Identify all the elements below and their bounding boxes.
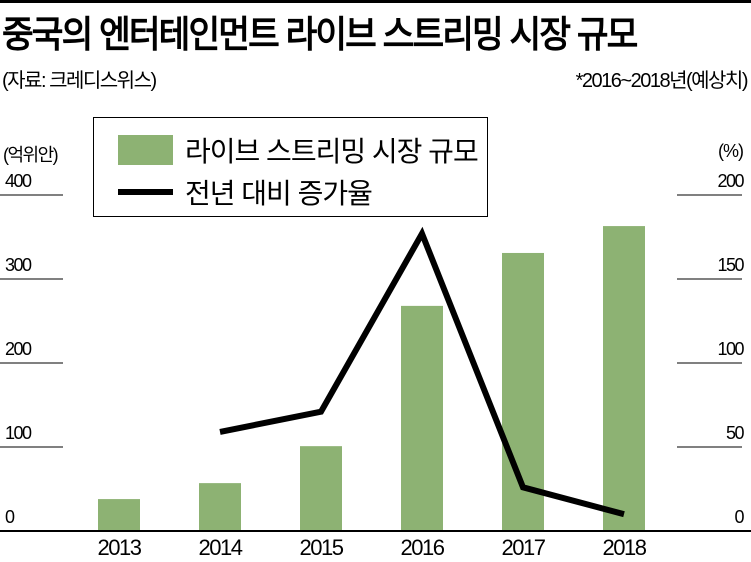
source-note: (자료: 크레디스위스)	[2, 70, 157, 92]
legend-item-bar: 라이브 스트리밍 시장 규모	[118, 130, 479, 170]
bar-series	[98, 226, 645, 531]
left-tick-label: 0	[5, 507, 15, 527]
bar-2015	[300, 446, 342, 531]
line-swatch-icon	[118, 189, 173, 195]
legend-item-line: 전년 대비 증가율	[118, 172, 373, 212]
x-tick-label: 2016	[400, 535, 445, 560]
bar-2016	[401, 305, 443, 531]
bar-swatch-icon	[118, 135, 173, 165]
left-axis-unit: (억위안)	[3, 145, 59, 165]
right-tick-label: 150	[717, 255, 744, 275]
bar-2018	[603, 226, 645, 531]
right-gridline-stubs	[677, 194, 742, 448]
x-tick-label: 2018	[602, 535, 647, 560]
left-gridline-stubs	[0, 194, 63, 448]
left-tick-label: 400	[5, 171, 32, 191]
bar-2014	[199, 483, 241, 531]
x-tick-label: 2017	[501, 535, 546, 560]
legend-label: 라이브 스트리밍 시장 규모	[185, 136, 479, 167]
left-tick-label: 300	[5, 255, 32, 275]
chart-title: 중국의 엔터테인먼트 라이브 스트리밍 시장 규모	[2, 14, 638, 55]
right-tick-label: 50	[725, 423, 745, 443]
left-tick-label: 100	[5, 423, 32, 443]
legend: 라이브 스트리밍 시장 규모 전년 대비 증가율	[93, 117, 488, 217]
x-tick-label: 2015	[299, 535, 344, 560]
forecast-note: *2016~2018년(예상치)	[575, 70, 749, 92]
x-tick-label: 2014	[198, 535, 243, 560]
right-axis-unit: (%)	[718, 141, 744, 161]
legend-label: 전년 대비 증가율	[185, 178, 373, 209]
x-tick-label: 2013	[97, 535, 142, 560]
top-rule	[0, 0, 751, 3]
growth-rate-line	[219, 226, 625, 518]
right-tick-label: 200	[717, 171, 744, 191]
right-tick-label: 100	[717, 339, 744, 359]
right-tick-label: 0	[734, 507, 744, 527]
left-tick-label: 200	[5, 339, 32, 359]
bar-2013	[98, 499, 140, 531]
